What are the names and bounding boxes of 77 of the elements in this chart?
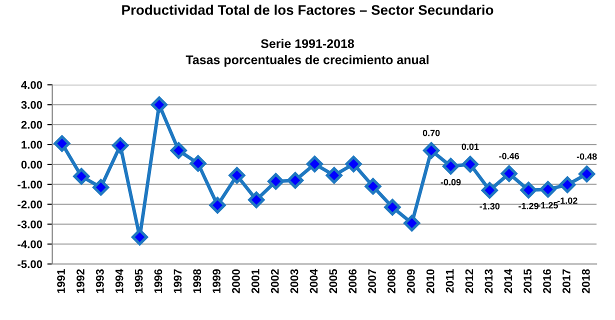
x-tick-label: 2002 [270, 269, 279, 294]
x-tick-label: 2003 [290, 269, 298, 294]
x-tick-label: 2010 [426, 269, 434, 294]
data-label: -0.48 [576, 153, 597, 160]
point [404, 214, 420, 232]
y-tick-label: 0.00 [21, 160, 42, 169]
point [268, 173, 284, 190]
point [306, 156, 323, 172]
point [228, 167, 246, 184]
x-tick-label: 1994 [115, 268, 124, 293]
x-tick-label: 1993 [96, 269, 104, 293]
point [540, 181, 556, 198]
x-tick-label: 2011 [446, 269, 454, 293]
x-tick-label: 2017 [562, 269, 570, 294]
x-tick-label: 2012 [465, 269, 474, 294]
point [326, 167, 342, 184]
point [73, 168, 90, 185]
point [520, 182, 537, 198]
y-tick-label: -4.00 [18, 240, 42, 248]
point [112, 137, 129, 154]
data-label: 0.70 [422, 130, 440, 136]
point [190, 155, 206, 172]
point [559, 176, 576, 194]
point [92, 179, 110, 196]
point [131, 228, 148, 246]
x-tick-label: 1995 [134, 269, 143, 293]
x-tick-label: 1998 [193, 269, 202, 293]
y-tick-label: -1.00 [18, 180, 42, 188]
x-tick-label: 1991 [57, 269, 65, 293]
x-tick-label: 2015 [524, 269, 532, 294]
point [54, 135, 70, 152]
chart-subtitle: Serie 1991-2018 Tasas porcentuales de crecimiento anual [186, 38, 428, 67]
x-tick-label: 1999 [212, 269, 220, 293]
point [442, 158, 460, 174]
x-tick-label: 2006 [348, 269, 357, 294]
x-tick-label: 2007 [368, 269, 376, 294]
point [384, 198, 401, 216]
y-tick-label: 2.00 [21, 120, 42, 129]
x-tick-label: 2014 [504, 268, 512, 294]
point [423, 142, 440, 159]
data-label: -0.46 [499, 152, 520, 160]
point [150, 96, 168, 113]
y-tick-label: -5.00 [18, 260, 42, 268]
point [170, 142, 187, 159]
point [345, 156, 362, 172]
x-tick-label: 2013 [484, 269, 493, 294]
point [578, 166, 596, 182]
point [248, 192, 265, 208]
y-tick-label: 3.00 [21, 100, 42, 109]
chart-title: Productividad Total de los Factores – Sector Secundario [122, 4, 494, 15]
x-tick-label: 2009 [407, 269, 415, 294]
data-label: -1.30 [480, 203, 500, 210]
x-tick-label: 2008 [388, 269, 396, 294]
x-tick-label: 1992 [76, 269, 84, 293]
x-tick-label: 2000 [232, 269, 240, 294]
point [209, 197, 226, 214]
data-label: -1.02 [557, 197, 578, 204]
point [286, 172, 304, 189]
data-label: -1.29 [518, 202, 538, 210]
x-tick-label: 2018 [582, 269, 590, 294]
y-tick-label: -2.00 [18, 200, 42, 208]
y-tick-label: -3.00 [18, 220, 42, 228]
x-tick-label: 1997 [174, 269, 182, 293]
point [364, 178, 382, 195]
data-label: -0.09 [440, 178, 461, 186]
y-tick-label: 4.00 [21, 81, 42, 89]
x-tick-label: 2005 [329, 269, 338, 294]
x-tick-label: 2004 [310, 268, 318, 294]
point [500, 165, 518, 182]
x-tick-label: 2001 [251, 269, 260, 294]
y-tick-label: 1.00 [22, 140, 42, 149]
point [481, 182, 498, 199]
x-tick-label: 2016 [543, 269, 551, 294]
data-label: 0.01 [462, 144, 479, 150]
point [462, 156, 478, 173]
x-tick-label: 1996 [154, 269, 162, 293]
data-label: -1.25 [538, 202, 558, 208]
